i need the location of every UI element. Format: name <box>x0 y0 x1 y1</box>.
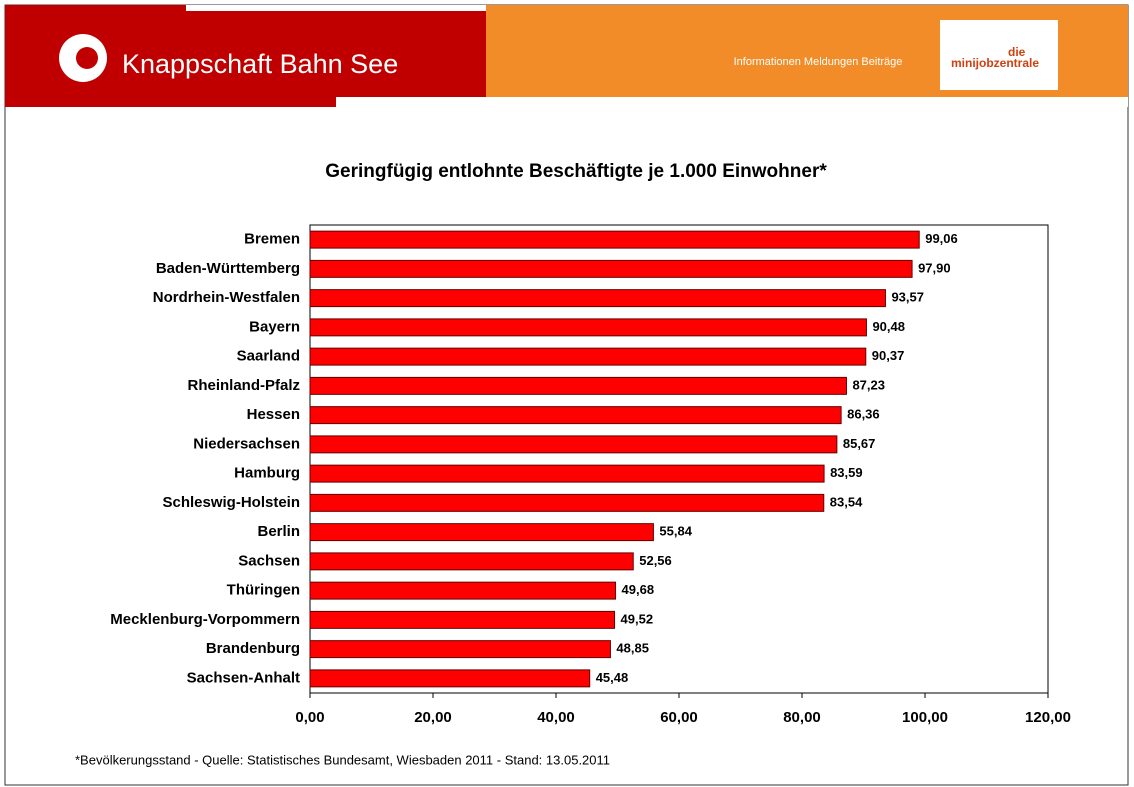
logo-top: die <box>1008 45 1026 59</box>
x-tick-label: 20,00 <box>414 709 452 726</box>
value-label: 87,23 <box>852 377 885 392</box>
value-label: 90,37 <box>872 348 905 363</box>
bar <box>309 406 842 425</box>
bar <box>309 493 825 512</box>
y-tick-label: Baden-Württemberg <box>156 260 300 277</box>
value-label: 93,57 <box>891 290 924 305</box>
footnote: *Bevölkerungsstand - Quelle: Statistisch… <box>75 752 610 767</box>
bar <box>309 640 611 659</box>
value-label: 49,52 <box>621 611 654 626</box>
y-tick-label: Niedersachsen <box>193 435 300 452</box>
y-tick-label: Hamburg <box>234 465 300 482</box>
bar <box>309 347 867 366</box>
y-tick-label: Saarland <box>237 348 300 365</box>
y-tick-label: Nordrhein-Westfalen <box>153 289 300 306</box>
y-tick-label: Mecklenburg-Vorpommern <box>110 611 300 628</box>
x-tick-label: 100,00 <box>902 709 948 726</box>
value-label: 90,48 <box>872 319 905 334</box>
bar <box>309 669 591 688</box>
value-label: 97,90 <box>918 260 951 275</box>
value-label: 48,85 <box>616 641 649 656</box>
logo-box <box>940 20 1058 90</box>
y-tick-label: Rheinland-Pfalz <box>187 377 300 394</box>
y-tick-label: Sachsen-Anhalt <box>187 669 300 686</box>
value-label: 99,06 <box>925 231 958 246</box>
x-tick-label: 120,00 <box>1025 709 1071 726</box>
header-gap <box>336 97 1128 107</box>
nav: Informationen Meldungen Beiträge <box>734 56 903 68</box>
value-label: 49,68 <box>622 582 655 597</box>
x-tick-label: 60,00 <box>660 709 698 726</box>
y-tick-label: Berlin <box>257 523 300 540</box>
bar <box>309 552 634 571</box>
y-tick-label: Thüringen <box>227 582 300 599</box>
y-tick-label: Sachsen <box>238 552 300 569</box>
logo-bottom: minijobzentrale <box>951 56 1039 70</box>
x-tick-label: 0,00 <box>295 709 324 726</box>
y-tick-label: Bayern <box>249 318 300 335</box>
logo-icon-inner <box>76 47 98 69</box>
bar <box>309 318 867 337</box>
y-tick-label: Schleswig-Holstein <box>162 494 300 511</box>
slide-frame <box>4 4 1129 786</box>
value-label: 52,56 <box>639 553 672 568</box>
bar <box>309 581 617 600</box>
bar <box>309 289 886 308</box>
header-stripe <box>186 5 486 11</box>
y-tick-label: Hessen <box>247 406 300 423</box>
x-tick-label: 80,00 <box>783 709 821 726</box>
bar <box>309 523 654 542</box>
bar <box>309 230 920 249</box>
value-label: 83,54 <box>830 494 863 509</box>
value-label: 45,48 <box>596 670 629 685</box>
bar <box>309 610 616 629</box>
value-label: 86,36 <box>847 407 880 422</box>
value-label: 85,67 <box>843 436 876 451</box>
y-tick-label: Bremen <box>244 231 300 248</box>
bar <box>309 376 847 395</box>
x-tick-label: 40,00 <box>537 709 575 726</box>
bar <box>309 464 825 483</box>
value-label: 55,84 <box>659 524 692 539</box>
value-label: 83,59 <box>830 465 863 480</box>
y-tick-label: Brandenburg <box>206 640 300 657</box>
chart-title: Geringfügig entlohnte Beschäftigte je 1.… <box>325 161 827 182</box>
bar <box>309 435 838 454</box>
bar <box>309 259 913 278</box>
brand: Knappschaft Bahn See <box>122 49 398 79</box>
